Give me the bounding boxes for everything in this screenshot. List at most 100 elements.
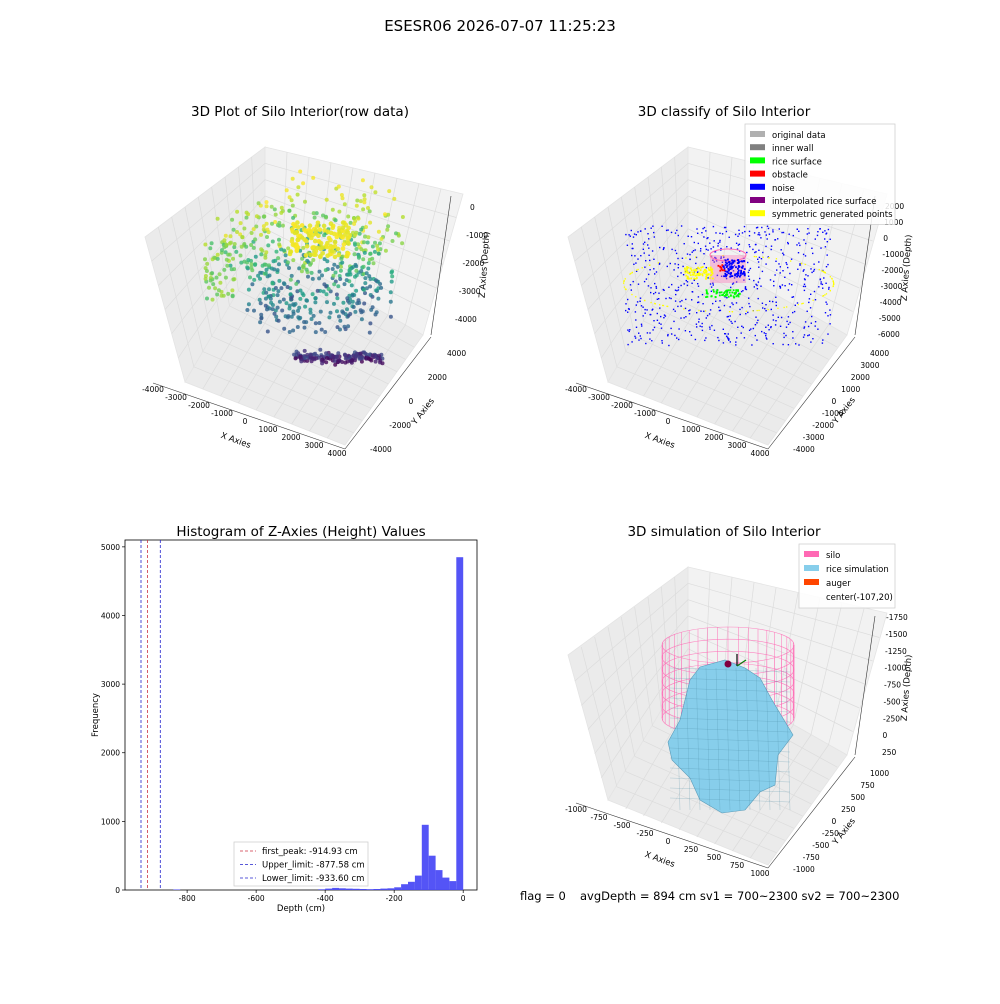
legend-label: symmetric generated points <box>772 210 893 220</box>
noise-point <box>766 338 768 340</box>
raw-scatter-point <box>376 229 381 234</box>
histogram-bar <box>456 557 464 890</box>
rice-surface-point <box>730 294 732 297</box>
raw-scatter-point <box>357 300 362 305</box>
noise-point <box>635 326 638 328</box>
raw-scatter-point <box>274 314 279 319</box>
noise-point <box>775 296 777 298</box>
noise-point <box>731 261 734 264</box>
grid-line <box>625 351 786 421</box>
raw-scatter-point <box>394 231 398 236</box>
noise-point <box>775 301 777 303</box>
noise-point <box>748 278 751 280</box>
noise-point <box>712 246 715 248</box>
raw-scatter-point <box>320 273 324 278</box>
rice-surface-point <box>719 291 722 294</box>
raw-scatter-point <box>270 307 275 312</box>
raw-scatter-point <box>308 307 313 312</box>
noise-point <box>652 329 654 331</box>
noise-point <box>723 304 726 307</box>
noise-point <box>638 332 640 334</box>
raw-scatter-point <box>257 297 262 302</box>
noise-point <box>688 271 691 274</box>
noise-point <box>735 344 737 346</box>
raw-scatter-point <box>359 227 364 232</box>
raw-scatter-point <box>306 274 310 279</box>
x-tick-label: 1000 <box>750 869 769 878</box>
surface-mesh-line <box>669 727 791 733</box>
symmetric-point <box>700 266 703 269</box>
raw-scatter-point <box>332 359 337 363</box>
noise-point <box>713 329 716 331</box>
noise-point <box>645 278 648 280</box>
x-tick-label: -800 <box>179 894 196 903</box>
noise-point <box>627 298 629 301</box>
noise-point <box>761 226 763 229</box>
noise-point <box>758 232 760 234</box>
noise-point <box>797 252 800 254</box>
raw-z-axis-label: Z Axies (Depth) <box>478 231 493 298</box>
y-tick-label: -2000 <box>812 421 834 430</box>
raw-scatter-point <box>376 296 381 301</box>
raw-scatter-point <box>350 299 355 304</box>
noise-point <box>633 263 635 265</box>
noise-point <box>829 309 831 311</box>
noise-point <box>743 268 746 270</box>
noise-point <box>737 267 739 270</box>
raw-scatter-point <box>365 240 370 245</box>
noise-point <box>765 335 767 337</box>
y-tick-label: 4000 <box>101 611 120 620</box>
symmetric-point <box>783 306 785 309</box>
histogram-panel: Histogram of Z-Axies (Height) Values -80… <box>91 524 478 914</box>
histogram-plot-frame <box>124 539 478 891</box>
raw-scatter-point <box>336 284 341 289</box>
raw-scatter-point <box>336 252 342 258</box>
raw-scatter-point <box>253 237 258 242</box>
grid-line <box>264 162 457 218</box>
noise-point <box>729 315 731 317</box>
legend-label: original data <box>772 131 826 141</box>
raw-scatter-point <box>235 230 239 234</box>
raw-scatter-point <box>291 258 296 263</box>
noise-point <box>702 303 704 305</box>
raw-scatter-point <box>221 293 226 298</box>
noise-point <box>677 234 679 237</box>
raw-scatter-point <box>277 242 282 247</box>
noise-point <box>748 235 751 237</box>
noise-point <box>748 269 750 271</box>
noise-point <box>803 326 806 328</box>
raw-scatter-point <box>298 296 303 301</box>
grid-line <box>661 274 741 404</box>
noise-point <box>743 337 746 339</box>
noise-point <box>694 249 696 251</box>
raw-scatter-point <box>318 241 324 246</box>
raw-scatter-point <box>279 247 284 252</box>
grid-line <box>211 336 372 409</box>
noise-point <box>783 332 785 335</box>
noise-point <box>744 288 747 290</box>
raw-scatter-point <box>338 233 344 238</box>
noise-point <box>772 229 774 231</box>
symmetric-point <box>684 267 686 270</box>
raw-scatter-point <box>318 253 323 259</box>
x-tick-label: 4000 <box>327 449 346 458</box>
noise-point <box>818 286 820 288</box>
noise-point <box>737 272 740 275</box>
symmetric-point <box>786 306 788 308</box>
y-tick-label: 3000 <box>860 361 879 370</box>
symmetric-point <box>755 256 757 258</box>
raw-scatter-point <box>377 241 382 246</box>
x-tick-label: 4000 <box>750 449 769 458</box>
legend-label: center(-107,20) <box>826 593 893 603</box>
x-tick-label: 250 <box>684 845 699 854</box>
noise-point <box>639 297 642 299</box>
raw-scatter-point <box>242 226 247 231</box>
raw-scatter-point <box>273 308 278 313</box>
noise-point <box>727 272 730 275</box>
grid-line <box>687 582 880 638</box>
raw-scatter-point <box>288 249 293 255</box>
raw-scatter-point <box>362 301 367 306</box>
noise-point <box>737 244 740 246</box>
